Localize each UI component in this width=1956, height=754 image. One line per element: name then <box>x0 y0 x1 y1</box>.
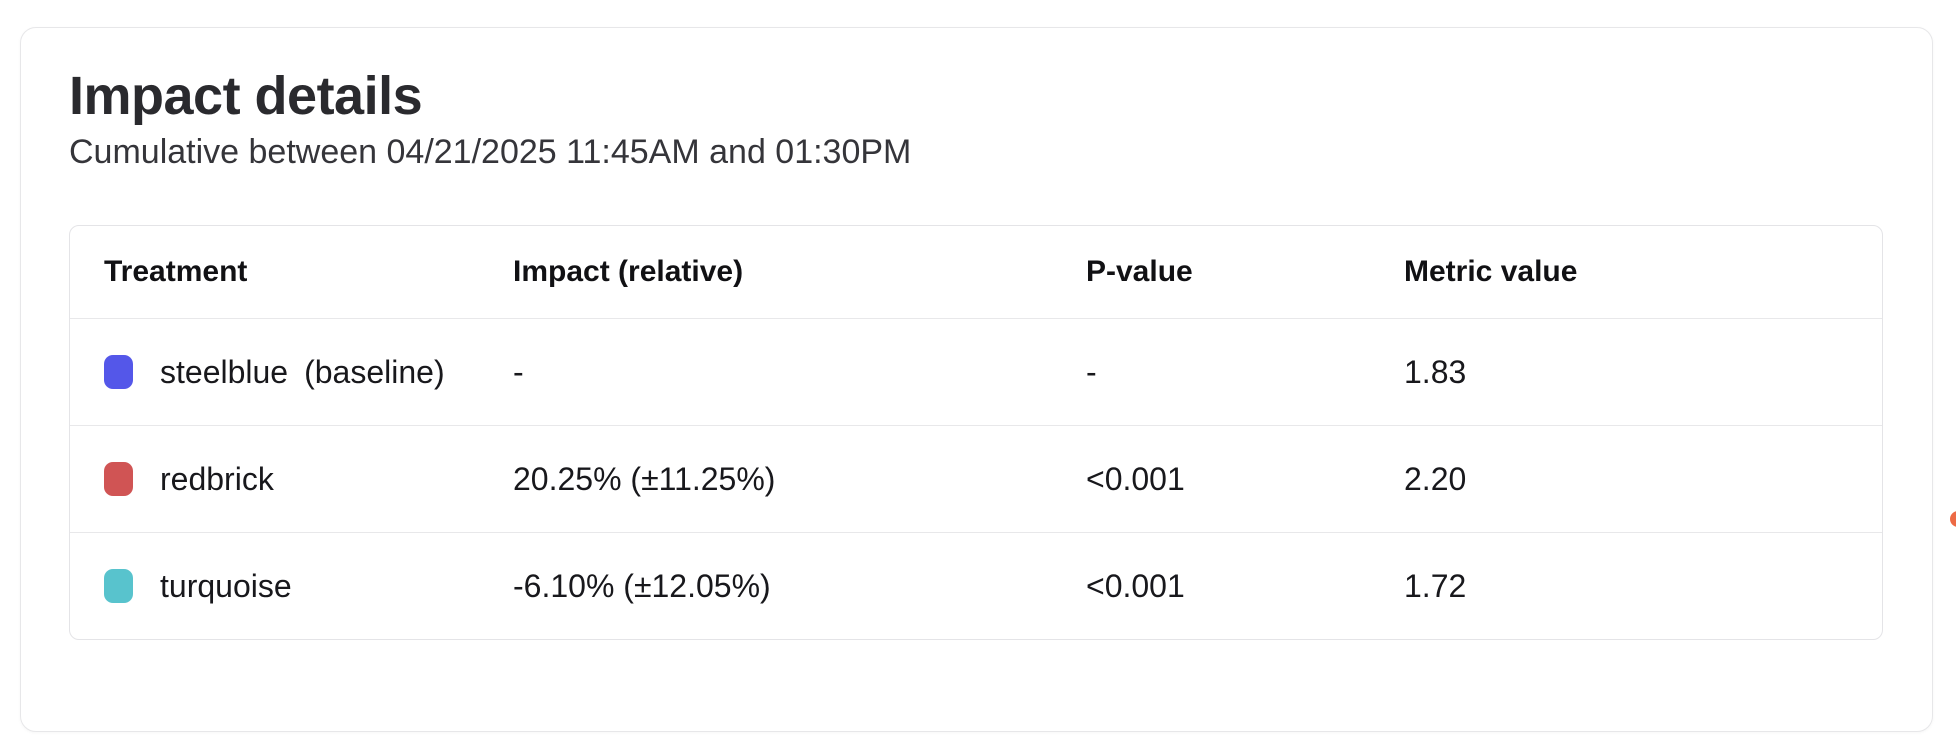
column-header-impact: Impact (relative) <box>513 255 744 289</box>
page-title: Impact details <box>69 66 423 126</box>
treatment-name: redbrick <box>160 460 274 497</box>
impact-value: - <box>513 353 524 390</box>
impact-table: Treatment Impact (relative) P-value Metr… <box>69 225 1883 641</box>
table-row: redbrick 20.25% (±11.25%) <0.001 2.20 <box>70 425 1882 532</box>
column-header-treatment: Treatment <box>104 255 248 289</box>
date-range-subtitle: Cumulative between 04/21/2025 11:45AM an… <box>69 132 912 171</box>
impact-value: 20.25% (±11.25%) <box>513 460 776 497</box>
treatment-cell: redbrick <box>104 461 513 498</box>
impact-value: -6.10% (±12.05%) <box>513 567 771 604</box>
table-row: steelblue (baseline) - - 1.83 <box>70 318 1882 425</box>
clipped-marker-dot <box>1950 511 1956 527</box>
treatment-cell: turquoise <box>104 568 513 605</box>
p-value: - <box>1086 353 1097 390</box>
impact-details-card: Impact details Cumulative between 04/21/… <box>20 27 1933 732</box>
baseline-label: (baseline) <box>304 353 445 390</box>
metric-value: 1.72 <box>1404 567 1467 604</box>
treatment-cell: steelblue (baseline) <box>104 354 513 391</box>
treatment-color-swatch <box>104 462 133 497</box>
p-value: <0.001 <box>1086 460 1185 497</box>
metric-value: 2.20 <box>1404 460 1467 497</box>
metric-value: 1.83 <box>1404 353 1467 390</box>
column-header-p-value: P-value <box>1086 255 1193 289</box>
column-header-metric-value: Metric value <box>1404 255 1578 289</box>
treatment-color-swatch <box>104 355 133 390</box>
treatment-name: steelblue <box>160 353 289 390</box>
treatment-name: turquoise <box>160 567 292 604</box>
table-header-row: Treatment Impact (relative) P-value Metr… <box>70 226 1882 318</box>
table-row: turquoise -6.10% (±12.05%) <0.001 1.72 <box>70 532 1882 639</box>
p-value: <0.001 <box>1086 567 1185 604</box>
treatment-color-swatch <box>104 569 133 604</box>
